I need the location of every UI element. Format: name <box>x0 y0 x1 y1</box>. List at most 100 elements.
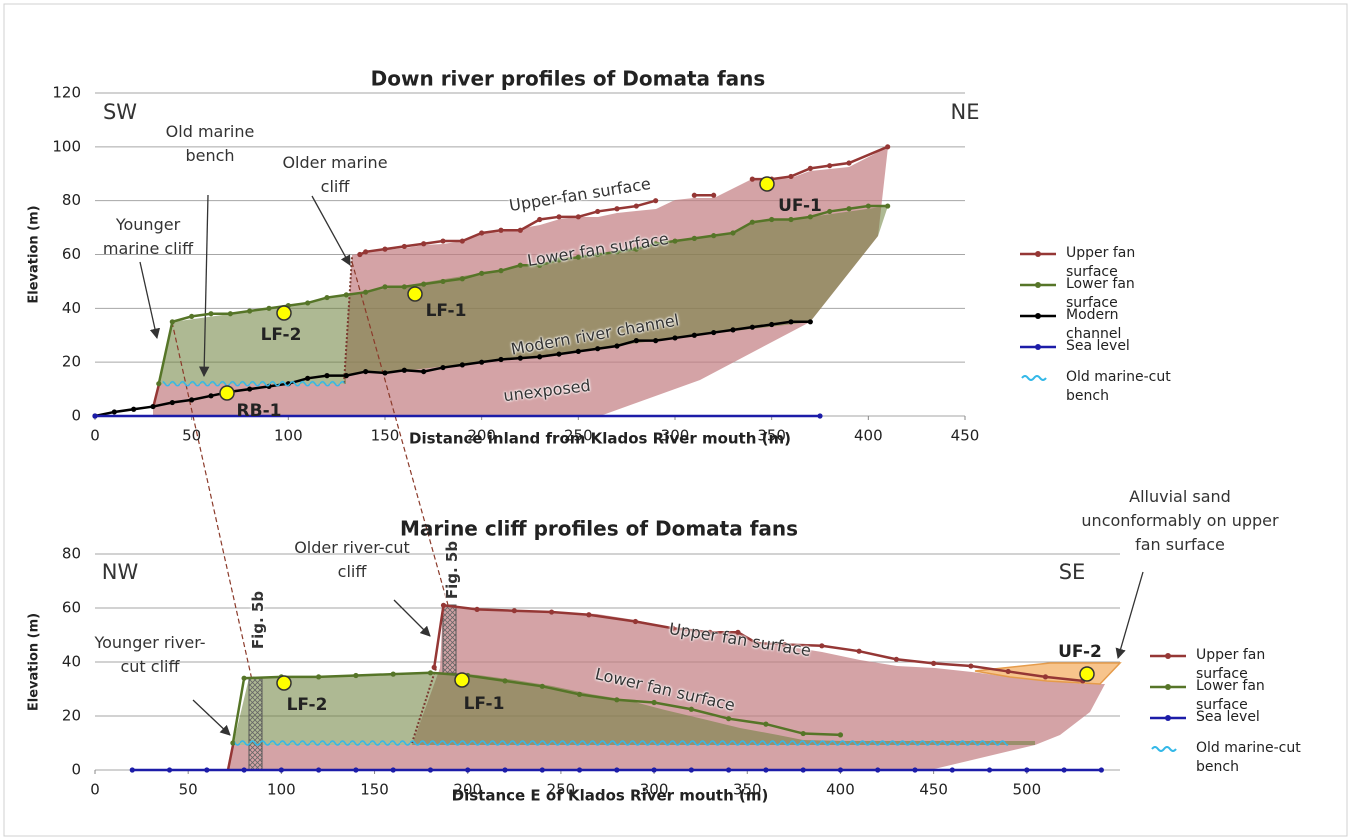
point <box>131 406 137 412</box>
series-line <box>94 320 811 418</box>
legend-dot <box>1035 313 1041 319</box>
buried-cliff <box>411 667 437 744</box>
point <box>111 409 117 415</box>
site-label: RB-1 <box>237 401 282 421</box>
legend-dot <box>1035 344 1041 350</box>
point <box>893 656 899 662</box>
point <box>241 767 247 773</box>
point <box>575 254 581 260</box>
x-axis-label: Distance inland from Klados River mouth … <box>409 430 791 448</box>
x-tick-label: 100 <box>267 781 296 799</box>
point <box>427 670 434 676</box>
x-tick-label: 350 <box>757 427 786 445</box>
site-marker <box>276 675 292 691</box>
legend-swatch <box>1150 653 1186 659</box>
point <box>837 767 844 773</box>
point <box>537 354 543 360</box>
x-tick-label: 300 <box>661 427 690 445</box>
site-marker <box>759 176 775 192</box>
point <box>511 608 517 614</box>
point <box>1061 767 1067 773</box>
y-tick-label: 60 <box>62 599 81 617</box>
y-tick-label: 0 <box>71 761 81 779</box>
point <box>440 278 446 285</box>
point <box>539 767 545 773</box>
point <box>548 609 555 615</box>
point <box>230 740 236 746</box>
x-tick-label: 150 <box>360 781 389 799</box>
point <box>595 251 601 258</box>
point <box>875 767 881 773</box>
point <box>556 214 562 220</box>
point <box>305 300 311 306</box>
frame <box>3 3 1348 837</box>
point <box>788 216 794 223</box>
point <box>931 660 937 666</box>
point <box>537 262 543 268</box>
site-label: LF-2 <box>287 695 328 715</box>
site-label: LF-1 <box>464 694 505 714</box>
point <box>711 233 717 239</box>
legend-item: Sea level <box>1018 337 1178 356</box>
point <box>769 321 775 328</box>
annotation: Fig. 5b <box>249 590 267 650</box>
legend-dot <box>1165 715 1171 721</box>
x-tick-label: 450 <box>919 781 948 799</box>
chart-title: Down river profiles of Domata fans <box>371 67 766 91</box>
point <box>465 767 471 773</box>
point <box>576 691 583 698</box>
cliff-line <box>226 744 235 771</box>
x-tick-label: 450 <box>951 427 980 445</box>
legend-swatch <box>1020 313 1056 319</box>
point <box>614 249 620 255</box>
point <box>586 612 592 618</box>
cliff-line <box>151 383 161 409</box>
point <box>363 368 369 375</box>
point <box>807 319 813 325</box>
point <box>208 393 214 399</box>
annotation: Younger river-cut cliff <box>94 633 206 676</box>
point <box>691 332 697 338</box>
point <box>788 319 794 325</box>
point <box>150 403 156 410</box>
point <box>363 289 369 295</box>
point <box>763 767 769 773</box>
point <box>800 730 806 737</box>
point <box>390 767 396 773</box>
site-label: LF-1 <box>426 301 467 321</box>
legend-swatch <box>1020 344 1056 350</box>
point <box>556 351 562 357</box>
point <box>730 230 736 236</box>
point <box>753 640 760 646</box>
point <box>807 165 813 171</box>
x-tick-label: 150 <box>371 427 400 445</box>
point <box>614 767 620 773</box>
point <box>781 641 788 648</box>
point <box>401 243 407 250</box>
lower-fan-area <box>159 206 888 384</box>
point <box>595 346 601 352</box>
point <box>672 238 678 244</box>
point <box>401 367 407 373</box>
annotation: Alluvial sand unconformably on upper fan… <box>1081 487 1279 554</box>
point <box>595 208 601 215</box>
point <box>382 370 388 376</box>
point <box>459 276 465 282</box>
x-axis-label: Distance E of Klados River mouth (m) <box>452 787 769 805</box>
legend-wave <box>1151 746 1177 752</box>
plot <box>92 144 891 419</box>
legend-item: Sea level <box>1148 708 1308 727</box>
sample-column <box>248 677 263 771</box>
series-line <box>432 603 1083 683</box>
x-tick-label: 250 <box>564 427 593 445</box>
point <box>427 767 434 773</box>
point <box>707 629 713 635</box>
y-tick-label: 40 <box>62 299 81 317</box>
legend-label: Lower fan surface <box>1196 678 1265 713</box>
legend-label: Sea level <box>1066 338 1130 354</box>
point <box>986 767 993 773</box>
legend-swatch <box>1020 251 1056 257</box>
point <box>614 697 620 703</box>
point <box>837 732 844 738</box>
